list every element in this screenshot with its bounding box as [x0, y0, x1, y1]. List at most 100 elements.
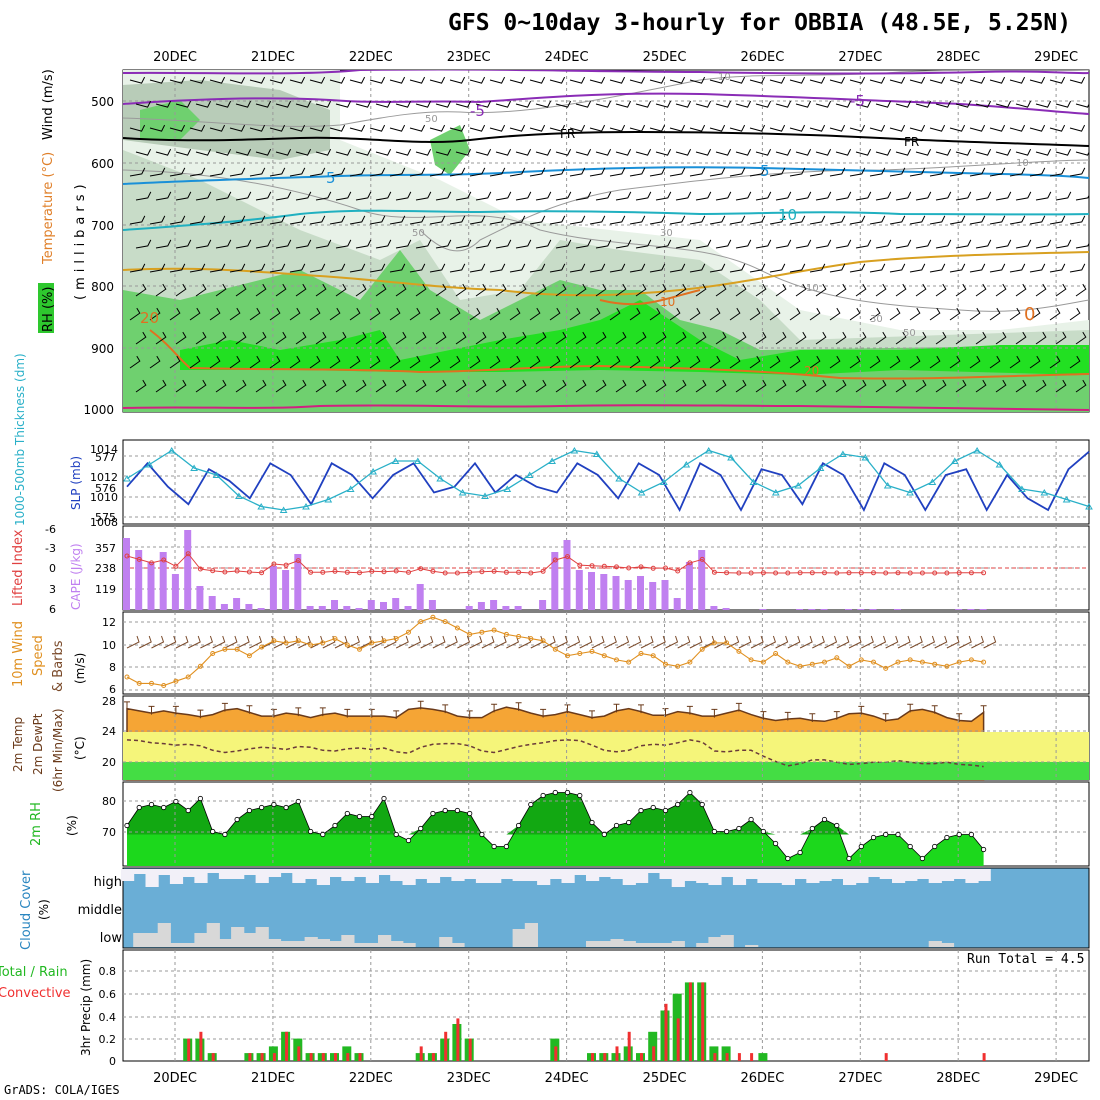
wind-barb — [249, 355, 261, 369]
wind-barb — [1069, 76, 1086, 84]
wind-barb — [409, 355, 421, 369]
cloud-high-bar — [524, 869, 538, 881]
thickness-point — [145, 461, 154, 468]
cloud-high-bar — [977, 869, 991, 881]
wind-barb — [809, 355, 821, 369]
precip-convective-bar — [591, 1053, 594, 1061]
minmax-bar — [344, 708, 351, 718]
li-point — [467, 569, 473, 575]
isotherm-minus5 — [123, 92, 1089, 115]
wind-barb — [555, 283, 567, 297]
precip-tick: 0.4 — [99, 1011, 117, 1024]
thickness-point — [771, 489, 780, 496]
li-tick: 3 — [49, 583, 56, 596]
wind-barb — [549, 124, 566, 132]
thickness-point — [1040, 489, 1049, 496]
thickness-point — [346, 485, 355, 492]
cloud-high-bar — [304, 869, 318, 879]
wind-barb — [809, 124, 826, 132]
precip-convective-bar — [615, 1046, 619, 1061]
wind-barb — [829, 215, 846, 225]
wind10-barb — [812, 635, 825, 649]
wind-barb — [415, 239, 432, 249]
wind10-barb — [359, 635, 373, 649]
cape-bar — [477, 602, 485, 610]
wind-barb — [575, 283, 587, 297]
wind-barb — [395, 283, 407, 297]
wind-barb — [889, 76, 906, 84]
rh-point — [454, 807, 460, 814]
wind10-panel: 12 10 8 6 10m Wind Speed & Barbs (m/s) — [11, 611, 1090, 696]
li-point — [748, 570, 754, 576]
minmax-bar — [540, 708, 547, 718]
minmax-bar — [221, 702, 228, 712]
wind-barb — [195, 283, 207, 297]
cloud-low-bar — [745, 945, 759, 947]
cloud-low-bar — [341, 935, 355, 947]
wind-barb — [655, 148, 672, 156]
thickness-slp-panel: 577 576 575 1014 1012 1010 1008 1000-500… — [13, 353, 1093, 529]
wind10-barb — [310, 635, 324, 649]
wind-barb — [735, 239, 752, 249]
date-label: 27DEC — [838, 50, 882, 65]
wind-barb — [1049, 167, 1066, 177]
wind-barb — [375, 379, 387, 393]
wind-barb — [495, 239, 512, 249]
cape-bar — [171, 574, 179, 610]
wind-barb — [675, 148, 692, 156]
cloud-high-bar — [769, 869, 783, 883]
wind10-barb — [738, 635, 752, 649]
cloud-low-bar — [622, 941, 636, 947]
wind-barb — [435, 283, 447, 297]
wind-barb — [249, 215, 266, 225]
cloud-low-bar — [292, 941, 306, 947]
wind-barb — [629, 124, 646, 132]
wind10-barb — [542, 635, 556, 649]
cape-bar — [808, 609, 816, 610]
wind-speed-point — [246, 653, 252, 659]
wind-barb — [1029, 76, 1046, 84]
wind-barb — [415, 283, 427, 297]
li-point — [601, 563, 607, 569]
cloud-panel: high middle low Cloud Cover (%) — [19, 867, 1090, 950]
wind-barb — [575, 379, 587, 393]
wind-barb — [815, 331, 827, 345]
wind-barb — [689, 355, 701, 369]
cloud-low-bar — [928, 941, 942, 947]
temp2m-vgrid — [174, 696, 1057, 780]
wind-barb — [469, 307, 481, 321]
cape-bar — [123, 538, 130, 610]
rh-point — [295, 798, 301, 805]
minmax-bar — [686, 705, 693, 715]
wind-barb — [575, 239, 592, 249]
wind10-barb — [249, 635, 263, 649]
wind-speed-point — [577, 651, 583, 656]
rh-point — [479, 831, 485, 838]
wind-barb — [609, 263, 626, 273]
wind-barb — [155, 283, 167, 297]
wind-barb — [749, 355, 761, 369]
contour-label: 10 — [660, 295, 675, 309]
wind-barb — [735, 100, 752, 108]
wind-barb — [349, 76, 366, 84]
temp-band-yellow-overlay — [123, 732, 1089, 762]
wind-barb — [695, 283, 707, 297]
cloud-high-bar — [855, 869, 869, 883]
wind-barb — [615, 239, 632, 249]
precip-tick: 0 — [109, 1055, 116, 1068]
wind-barb — [949, 215, 966, 225]
wind-barb — [729, 124, 746, 132]
precip-convective-bar — [346, 1053, 350, 1061]
thickness-point — [324, 496, 333, 503]
cloud-low-bar — [304, 937, 318, 947]
cloud-high-bar — [194, 869, 208, 883]
precip-convective-bar — [676, 1018, 680, 1061]
thickness-point — [950, 457, 959, 464]
wind-barb — [255, 191, 272, 201]
wind-barb — [635, 239, 652, 249]
precip-total-bar — [758, 1053, 768, 1061]
wind-speed-point — [589, 648, 595, 654]
slp-tick: 1014 — [90, 443, 118, 456]
thickness-point — [436, 475, 445, 482]
wind-barb — [469, 215, 486, 225]
